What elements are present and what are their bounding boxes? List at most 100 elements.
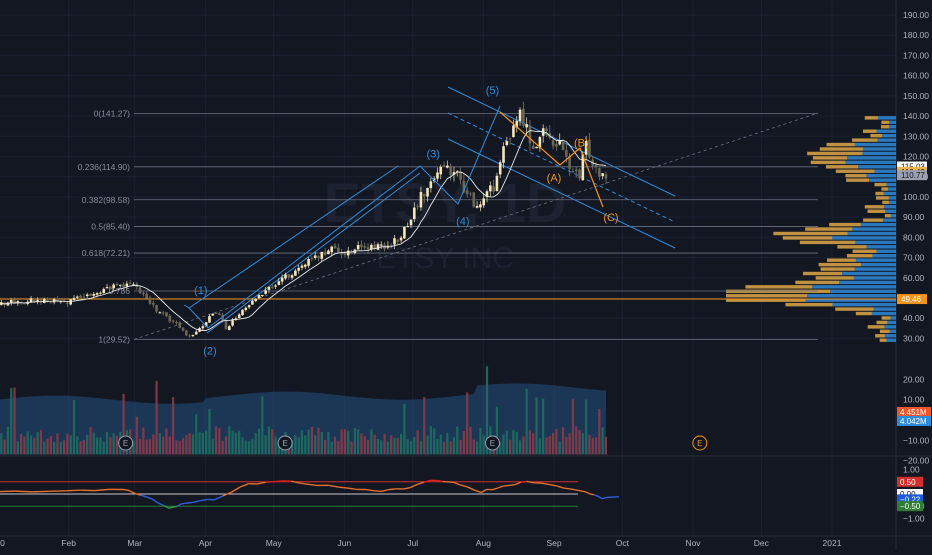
candle-body bbox=[231, 320, 234, 325]
volume-bar bbox=[60, 442, 62, 455]
volume-bar bbox=[450, 441, 452, 454]
candle-body bbox=[152, 303, 155, 305]
volume-bar bbox=[347, 431, 349, 454]
profile-bar-up bbox=[853, 250, 877, 253]
candle-body bbox=[215, 313, 218, 314]
volume-bar bbox=[27, 432, 29, 455]
candle-body bbox=[344, 254, 347, 255]
volume-bar bbox=[136, 417, 138, 455]
osc-line-segment bbox=[274, 481, 283, 482]
osc-line-segment bbox=[0, 491, 15, 492]
candle-body bbox=[472, 192, 475, 206]
volume-bar bbox=[218, 428, 220, 454]
candle-body bbox=[532, 146, 535, 149]
y-tick-label: 70.00 bbox=[903, 253, 925, 263]
volume-bar bbox=[152, 435, 154, 455]
profile-bar-down bbox=[883, 218, 896, 221]
candle-body bbox=[225, 321, 228, 329]
profile-bar-up bbox=[745, 285, 812, 288]
volume-bar bbox=[321, 432, 323, 454]
volume-bar bbox=[274, 437, 276, 455]
profile-bar-up bbox=[877, 321, 888, 324]
y-tick-label: 90.00 bbox=[903, 212, 925, 222]
candle-body bbox=[284, 274, 287, 278]
candle-body bbox=[23, 303, 26, 304]
volume-bar bbox=[443, 442, 445, 455]
candle-body bbox=[459, 172, 462, 180]
y-tick-label: 60.00 bbox=[903, 273, 925, 283]
candle-body bbox=[506, 141, 509, 145]
candle-body bbox=[66, 303, 69, 304]
y-tick-label: 100.00 bbox=[903, 192, 929, 202]
volume-bar bbox=[377, 439, 379, 455]
volume-bar bbox=[66, 434, 68, 455]
volume-bar bbox=[76, 436, 78, 454]
x-tick-label: Apr bbox=[199, 538, 212, 548]
profile-bar-down bbox=[872, 312, 896, 315]
volume-bar bbox=[185, 435, 187, 454]
fib-level-label: 0.618(72.21) bbox=[82, 248, 130, 258]
candle-body bbox=[499, 162, 502, 174]
candle-body bbox=[102, 289, 105, 293]
volume-bar bbox=[241, 437, 243, 454]
profile-bar-up bbox=[773, 232, 847, 235]
volume-bar bbox=[258, 429, 260, 455]
volume-badge-label: 4.042M bbox=[900, 417, 927, 426]
profile-bar-up bbox=[816, 276, 854, 279]
volume-bar bbox=[10, 388, 12, 454]
candle-body bbox=[446, 166, 449, 168]
candle-body bbox=[436, 172, 439, 178]
y-tick-label: 190.00 bbox=[903, 10, 929, 20]
volume-bar bbox=[512, 430, 514, 455]
volume-bar bbox=[403, 404, 405, 455]
profile-bar-up bbox=[845, 174, 866, 177]
volume-bar bbox=[466, 392, 468, 454]
candle-body bbox=[403, 227, 406, 239]
candle-body bbox=[334, 245, 337, 248]
candle-body bbox=[410, 220, 413, 226]
volume-bar bbox=[592, 438, 594, 455]
candle-body bbox=[248, 305, 251, 307]
volume-bar bbox=[202, 433, 204, 455]
candle-body bbox=[390, 245, 393, 246]
candle-body bbox=[241, 310, 244, 315]
y-tick-label: 140.00 bbox=[903, 111, 929, 121]
candle-body bbox=[89, 294, 92, 296]
candle-body bbox=[363, 246, 366, 248]
profile-bar-down bbox=[874, 170, 896, 173]
fib-level-label: 0.236(114.90) bbox=[78, 162, 130, 172]
candle-body bbox=[69, 299, 72, 304]
profile-bar-up bbox=[726, 294, 807, 297]
volume-bar bbox=[502, 434, 504, 454]
volume-bar bbox=[37, 432, 39, 454]
wave-label: (C) bbox=[603, 212, 618, 224]
volume-bar bbox=[172, 397, 174, 454]
candle-body bbox=[562, 142, 565, 150]
volume-bar bbox=[215, 427, 217, 455]
volume-bar bbox=[578, 430, 580, 454]
candle-body bbox=[489, 185, 492, 191]
volume-bar bbox=[182, 438, 184, 455]
candle-body bbox=[195, 332, 198, 335]
candle-body bbox=[264, 290, 267, 294]
volume-bar bbox=[327, 432, 329, 454]
candle-body bbox=[50, 302, 53, 303]
candle-body bbox=[254, 299, 257, 301]
candle-body bbox=[601, 173, 604, 176]
candle-body bbox=[139, 287, 142, 293]
volume-bar bbox=[459, 440, 461, 455]
volume-bar bbox=[179, 441, 181, 454]
fib-level-label: 0(141.27) bbox=[94, 108, 131, 118]
candle-body bbox=[109, 286, 112, 289]
volume-bar bbox=[149, 439, 151, 454]
profile-bar-up bbox=[881, 125, 889, 128]
volume-bar bbox=[63, 440, 65, 454]
volume-bar bbox=[40, 430, 42, 455]
volume-bar bbox=[390, 435, 392, 454]
candle-body bbox=[30, 298, 33, 302]
osc-line-segment bbox=[123, 490, 129, 491]
profile-bar-up bbox=[783, 236, 833, 239]
candle-body bbox=[482, 198, 485, 205]
volume-bar bbox=[106, 432, 108, 455]
volume-bar bbox=[387, 442, 389, 455]
